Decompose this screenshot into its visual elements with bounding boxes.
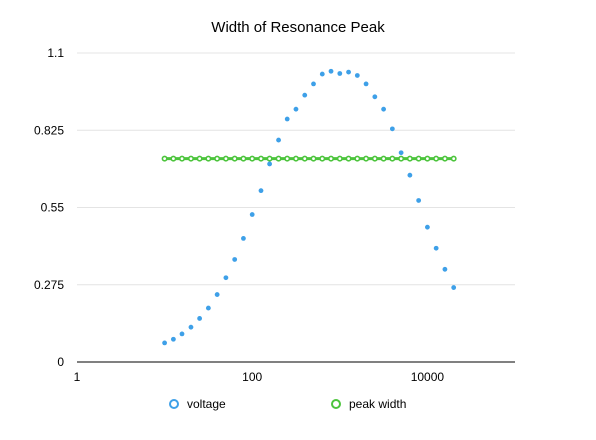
data-point-voltage — [179, 331, 185, 337]
data-point-voltage — [451, 285, 457, 290]
y-tick-label: 0.55 — [41, 201, 65, 215]
data-point-peak-width — [441, 155, 448, 162]
data-point-peak-width — [214, 155, 221, 162]
data-point-peak-width — [398, 155, 405, 162]
data-point-voltage — [170, 336, 176, 342]
data-point-peak-width — [336, 155, 343, 162]
y-tick-label: 0 — [57, 355, 64, 369]
y-tick-label: 1.1 — [47, 46, 64, 60]
data-point-voltage — [241, 236, 246, 241]
data-point-peak-width — [222, 155, 229, 162]
data-point-peak-width — [406, 155, 413, 162]
data-point-peak-width — [292, 155, 299, 162]
legend-item-voltage[interactable]: voltage — [169, 397, 226, 411]
data-point-voltage — [188, 324, 194, 330]
data-point-voltage — [363, 81, 369, 87]
data-point-voltage — [205, 305, 211, 311]
data-point-voltage — [416, 198, 422, 203]
legend-marker-peak-width — [331, 399, 341, 409]
data-point-peak-width — [231, 155, 238, 162]
data-point-peak-width — [205, 155, 212, 162]
data-point-voltage — [249, 212, 255, 217]
data-point-voltage — [302, 92, 308, 98]
data-point-voltage — [328, 68, 334, 74]
data-point-peak-width — [257, 155, 264, 162]
data-point-voltage — [197, 316, 203, 321]
data-point-voltage — [293, 106, 299, 112]
data-point-peak-width — [284, 155, 291, 162]
data-point-peak-width — [249, 155, 256, 162]
data-point-peak-width — [328, 155, 335, 162]
data-point-voltage — [267, 161, 273, 167]
data-point-peak-width — [424, 155, 431, 162]
legend-marker-voltage — [169, 399, 179, 409]
data-point-voltage — [407, 172, 413, 178]
data-point-voltage — [258, 188, 264, 194]
data-point-voltage — [337, 71, 343, 76]
data-point-peak-width — [161, 155, 168, 162]
data-point-peak-width — [310, 155, 317, 162]
data-point-peak-width — [363, 155, 370, 162]
x-tick-label: 100 — [242, 370, 262, 384]
data-point-peak-width — [319, 155, 326, 162]
data-point-peak-width — [275, 155, 282, 162]
data-point-peak-width — [301, 155, 308, 162]
data-point-peak-width — [389, 155, 396, 162]
data-point-peak-width — [433, 155, 440, 162]
data-point-voltage — [311, 81, 316, 87]
data-point-peak-width — [196, 155, 203, 162]
data-point-voltage — [276, 137, 281, 143]
data-point-peak-width — [179, 155, 186, 162]
data-point-voltage — [354, 73, 360, 78]
data-point-voltage — [398, 150, 404, 156]
legend-item-peak-width[interactable]: peak width — [331, 397, 406, 411]
data-point-voltage — [381, 106, 386, 112]
data-point-peak-width — [354, 155, 361, 162]
data-point-peak-width — [240, 155, 247, 162]
y-tick-label: 0.825 — [34, 123, 64, 137]
data-point-peak-width — [170, 155, 177, 162]
data-point-voltage — [372, 94, 378, 100]
data-point-peak-width — [266, 155, 273, 162]
data-point-voltage — [389, 126, 395, 132]
y-tick-label: 0.275 — [34, 278, 64, 292]
data-point-voltage — [284, 116, 290, 122]
data-point-peak-width — [415, 155, 422, 162]
data-point-peak-width — [187, 155, 194, 162]
data-point-peak-width — [380, 155, 387, 162]
data-point-voltage — [162, 340, 168, 346]
x-tick-label: 1 — [74, 370, 81, 384]
data-point-voltage — [433, 245, 439, 251]
data-point-voltage — [223, 275, 229, 281]
data-point-voltage — [442, 266, 448, 272]
data-point-peak-width — [345, 155, 352, 162]
data-point-voltage — [425, 224, 430, 230]
data-point-voltage — [346, 69, 351, 75]
x-tick-label: 10000 — [411, 370, 445, 384]
chart-title: Width of Resonance Peak — [211, 19, 385, 36]
data-point-voltage — [319, 71, 325, 77]
legend-label-voltage: voltage — [187, 397, 226, 411]
legend-label-peak-width: peak width — [349, 397, 407, 411]
data-point-voltage — [214, 292, 220, 297]
data-point-voltage — [232, 257, 238, 262]
data-point-peak-width — [450, 155, 457, 162]
data-point-peak-width — [371, 155, 378, 162]
